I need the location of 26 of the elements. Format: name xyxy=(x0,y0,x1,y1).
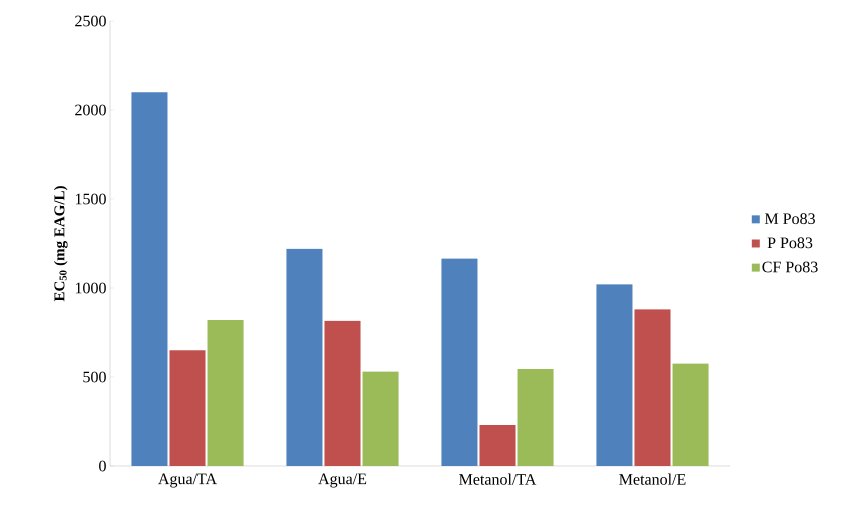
bar xyxy=(169,350,206,466)
x-tick-label: Agua/TA xyxy=(158,474,217,488)
bar xyxy=(518,368,554,466)
bar xyxy=(362,372,399,466)
y-tick-label: 1500 xyxy=(76,194,106,204)
y-tick-label: 0 xyxy=(99,460,106,472)
bar xyxy=(596,284,632,466)
bar xyxy=(324,320,361,466)
y-tick-label: 1000 xyxy=(76,282,106,294)
y-tick-label: 2000 xyxy=(75,104,106,116)
bar xyxy=(131,92,168,466)
bar xyxy=(479,425,516,466)
bar xyxy=(672,364,709,466)
x-tick-label: Metanol/TA xyxy=(459,474,536,485)
bar xyxy=(634,309,671,466)
y-tick-label: 2500 xyxy=(75,16,106,26)
x-tick-label: Metanol/E xyxy=(619,474,686,485)
bar xyxy=(441,258,478,466)
bar xyxy=(208,320,244,466)
legend-label: M Po83 xyxy=(764,213,815,224)
x-tick-label: Agua/E xyxy=(318,474,366,488)
bar xyxy=(286,248,322,466)
text: EC$_{50}$ (mg EAG/L) xyxy=(54,186,68,302)
y-tick-label: 500 xyxy=(83,372,106,382)
legend-label: CF Po83 xyxy=(762,262,818,272)
legend-label: P Po83 xyxy=(768,237,812,248)
